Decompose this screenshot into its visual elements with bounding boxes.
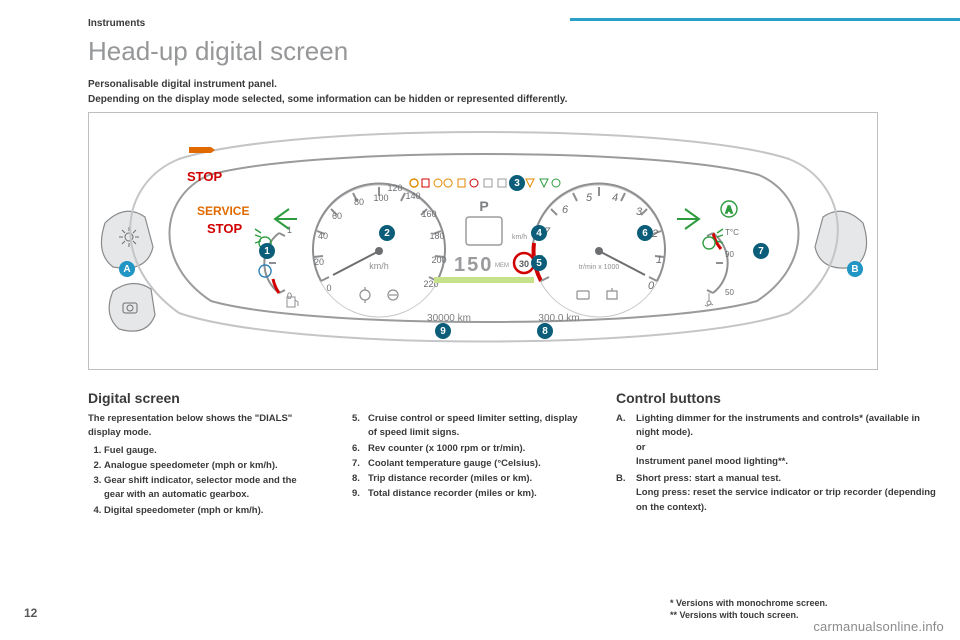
callout-9: 9 xyxy=(435,323,451,339)
svg-text:60: 60 xyxy=(332,211,342,221)
svg-text:1: 1 xyxy=(656,254,662,266)
svg-text:100: 100 xyxy=(373,193,388,203)
svg-text:120: 120 xyxy=(387,183,402,193)
callout-letter-B: B xyxy=(847,261,863,277)
svg-text:30: 30 xyxy=(519,259,529,269)
callout-2: 2 xyxy=(379,225,395,241)
digital-screen-list-left: Fuel gauge. Analogue speedometer (mph or… xyxy=(88,444,318,518)
control-buttons-list: Lighting dimmer for the instruments and … xyxy=(616,412,940,515)
svg-text:5: 5 xyxy=(586,192,593,204)
svg-text:160: 160 xyxy=(421,209,436,219)
breadcrumb: Instruments xyxy=(88,18,145,29)
item-2: Analogue speedometer (mph or km/h). xyxy=(104,459,318,473)
svg-text:80: 80 xyxy=(354,197,364,207)
control-A-text: Lighting dimmer for the instruments and … xyxy=(636,413,920,438)
svg-text:90: 90 xyxy=(725,250,734,259)
callout-4: 4 xyxy=(531,225,547,241)
digital-screen-col-2: Cruise control or speed limiter setting,… xyxy=(352,390,582,519)
subtitle-line-2: Depending on the display mode selected, … xyxy=(88,93,900,108)
page-subtitle: Personalisable digital instrument panel.… xyxy=(88,78,900,107)
footnotes: * Versions with monochrome screen. ** Ve… xyxy=(670,596,930,620)
control-A-or: or xyxy=(636,442,646,453)
header-accent-bar xyxy=(570,18,960,21)
svg-text:20: 20 xyxy=(314,257,324,267)
watermark: carmanualsonline.info xyxy=(813,619,944,634)
callout-3: 3 xyxy=(509,175,525,191)
svg-text:150: 150 xyxy=(454,254,493,276)
callout-1: 1 xyxy=(259,243,275,259)
control-buttons-heading: Control buttons xyxy=(616,390,940,406)
svg-text:140: 140 xyxy=(405,191,420,201)
callout-6: 6 xyxy=(637,225,653,241)
svg-text:50: 50 xyxy=(725,288,734,297)
digital-screen-lead: The representation below shows the "DIAL… xyxy=(88,412,318,440)
callout-letter-A: A xyxy=(119,261,135,277)
item-9: Total distance recorder (miles or km). xyxy=(352,487,582,501)
svg-text:tr/min x 1000: tr/min x 1000 xyxy=(579,264,620,271)
item-4: Digital speedometer (mph or km/h). xyxy=(104,504,318,518)
subtitle-line-1: Personalisable digital instrument panel. xyxy=(88,78,900,93)
stop-label-2: STOP xyxy=(207,221,242,236)
callout-5: 5 xyxy=(531,255,547,271)
cluster-svg: STOP SERVICE STOP A xyxy=(89,113,878,370)
page-number: 12 xyxy=(24,606,37,620)
svg-text:MEM: MEM xyxy=(495,263,509,269)
svg-text:0: 0 xyxy=(648,280,655,292)
item-6: Rev counter (x 1000 rpm or tr/min). xyxy=(352,442,582,456)
svg-text:km/h: km/h xyxy=(369,261,389,271)
callout-7: 7 xyxy=(753,243,769,259)
digital-screen-heading: Digital screen xyxy=(88,390,318,406)
svg-text:6: 6 xyxy=(562,204,569,216)
page-title: Head-up digital screen xyxy=(88,36,348,67)
svg-text:180: 180 xyxy=(429,231,444,241)
control-buttons-col: Control buttons Lighting dimmer for the … xyxy=(616,390,940,519)
control-A-text2: Instrument panel mood lighting**. xyxy=(636,456,788,467)
svg-text:T°C: T°C xyxy=(725,228,739,237)
footnote-1: * Versions with monochrome screen. xyxy=(670,598,930,608)
digital-screen-list-right: Cruise control or speed limiter setting,… xyxy=(352,412,582,502)
svg-text:A: A xyxy=(725,205,732,216)
instrument-panel-figure: A B 1 2 3 4 5 6 7 8 9 xyxy=(88,112,878,370)
stop-label: STOP xyxy=(187,169,222,184)
callout-8: 8 xyxy=(537,323,553,339)
control-B-text: Short press: start a manual test. xyxy=(636,473,781,484)
item-7: Coolant temperature gauge (°Celsius). xyxy=(352,457,582,471)
svg-text:km/h: km/h xyxy=(512,234,527,241)
control-B-text2: Long press: reset the service indicator … xyxy=(636,487,936,512)
svg-text:200: 200 xyxy=(431,255,446,265)
item-1: Fuel gauge. xyxy=(104,444,318,458)
svg-text:P: P xyxy=(479,198,488,214)
total-recorder: 30000 km xyxy=(427,313,471,324)
svg-text:3: 3 xyxy=(636,206,643,218)
svg-text:40: 40 xyxy=(318,231,328,241)
svg-text:0: 0 xyxy=(287,291,292,301)
control-A: Lighting dimmer for the instruments and … xyxy=(632,412,940,469)
service-label: SERVICE xyxy=(197,204,249,218)
item-3: Gear shift indicator, selector mode and … xyxy=(104,474,318,503)
control-B: Short press: start a manual test. Long p… xyxy=(632,472,940,515)
item-8: Trip distance recorder (miles or km). xyxy=(352,472,582,486)
svg-text:0: 0 xyxy=(326,283,331,293)
svg-text:1: 1 xyxy=(287,225,292,235)
footnote-2: ** Versions with touch screen. xyxy=(670,610,930,620)
item-5: Cruise control or speed limiter setting,… xyxy=(352,412,582,441)
digital-screen-col-1: Digital screen The representation below … xyxy=(88,390,318,519)
svg-text:4: 4 xyxy=(612,192,618,204)
